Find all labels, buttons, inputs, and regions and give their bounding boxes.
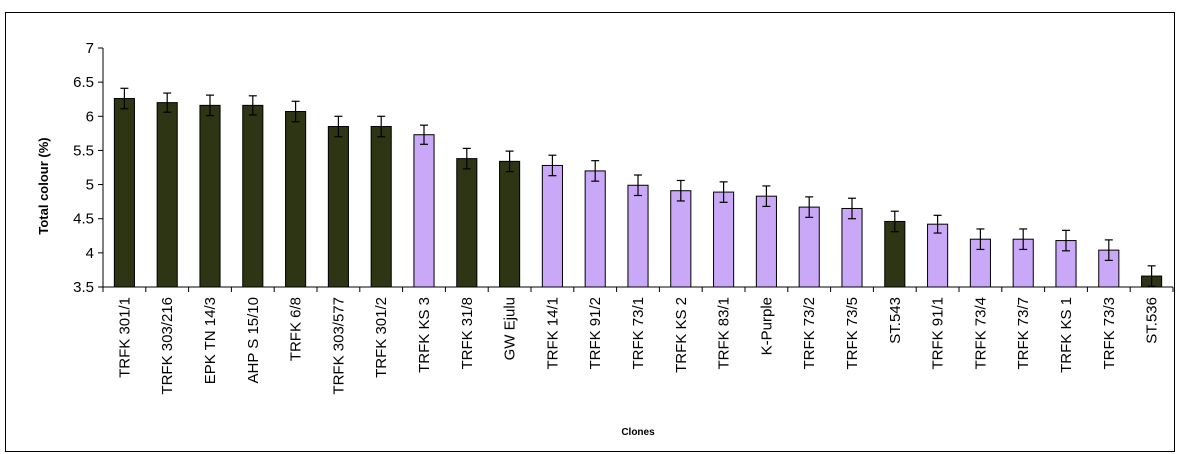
x-tick-label: GW Ejulu bbox=[502, 297, 519, 360]
x-tick-label: TRFK 73/2 bbox=[801, 297, 818, 370]
x-tick-label: TRFK 73/3 bbox=[1101, 297, 1118, 370]
x-tick-label: TRFK KS 1 bbox=[1058, 297, 1075, 373]
y-tick-label: 5 bbox=[86, 177, 94, 194]
bar bbox=[371, 127, 391, 287]
bar bbox=[671, 191, 691, 287]
x-tick-label: TRFK 6/8 bbox=[288, 297, 305, 361]
x-tick-label: TRFK 303/216 bbox=[159, 297, 176, 395]
bar bbox=[157, 103, 177, 287]
bar bbox=[457, 159, 477, 287]
x-tick-label: TRFK 303/577 bbox=[330, 297, 347, 395]
bar bbox=[200, 105, 220, 287]
x-tick-label: TRFK 73/4 bbox=[972, 297, 989, 370]
bar bbox=[799, 207, 819, 287]
x-tick-label: AHP S 15/10 bbox=[245, 297, 262, 383]
bar bbox=[114, 99, 134, 287]
x-tick-label: TRFK KS 3 bbox=[416, 297, 433, 373]
bar bbox=[414, 135, 434, 287]
bar bbox=[628, 185, 648, 287]
y-tick-label: 4.5 bbox=[73, 211, 94, 228]
y-tick-label: 5.5 bbox=[73, 142, 94, 159]
x-tick-label: TRFK 73/5 bbox=[844, 297, 861, 370]
bars bbox=[114, 88, 1161, 287]
bar bbox=[243, 105, 263, 287]
bar bbox=[328, 127, 348, 287]
bar bbox=[542, 165, 562, 287]
x-tick-label: TRFK 14/1 bbox=[544, 297, 561, 370]
x-tick-label: K-Purple bbox=[758, 297, 775, 355]
y-tick-label: 6.5 bbox=[73, 74, 94, 91]
y-axis-title: Total colour (%) bbox=[36, 137, 51, 234]
bar bbox=[500, 161, 520, 287]
x-tick-label: ST.543 bbox=[887, 297, 904, 344]
bar bbox=[286, 112, 306, 287]
y-tick-label: 7 bbox=[86, 40, 94, 57]
x-tick-label: TRFK 301/1 bbox=[116, 297, 133, 378]
bar bbox=[714, 192, 734, 287]
bar bbox=[585, 171, 605, 287]
y-tick-label: 3.5 bbox=[73, 279, 94, 296]
bar bbox=[756, 196, 776, 287]
x-tick-label: TRFK 83/1 bbox=[716, 297, 733, 370]
x-tick-label: TRFK KS 2 bbox=[673, 297, 690, 373]
y-tick-label: 4 bbox=[86, 245, 94, 262]
x-tick-label: EPK TN 14/3 bbox=[202, 297, 219, 384]
x-tick-label: TRFK 301/2 bbox=[373, 297, 390, 378]
x-axis-title: Clones bbox=[621, 427, 655, 438]
y-axis: 3.5 4 4.5 5 5.5 6 6.5 7 bbox=[73, 40, 103, 296]
x-tick-label: TRFK 91/1 bbox=[930, 297, 947, 370]
y-tick-label: 6 bbox=[86, 108, 94, 125]
bar bbox=[842, 208, 862, 287]
x-tick-label: ST.536 bbox=[1144, 297, 1161, 344]
x-tick-label: TRFK 31/8 bbox=[459, 297, 476, 370]
x-tick-label: TRFK 73/7 bbox=[1015, 297, 1032, 370]
x-tick-label: TRFK 73/1 bbox=[630, 297, 647, 370]
x-tick-label: TRFK 91/2 bbox=[587, 297, 604, 370]
x-axis: TRFK 301/1 TRFK 303/216 EPK TN 14/3 AHP S 1… bbox=[103, 287, 1173, 395]
